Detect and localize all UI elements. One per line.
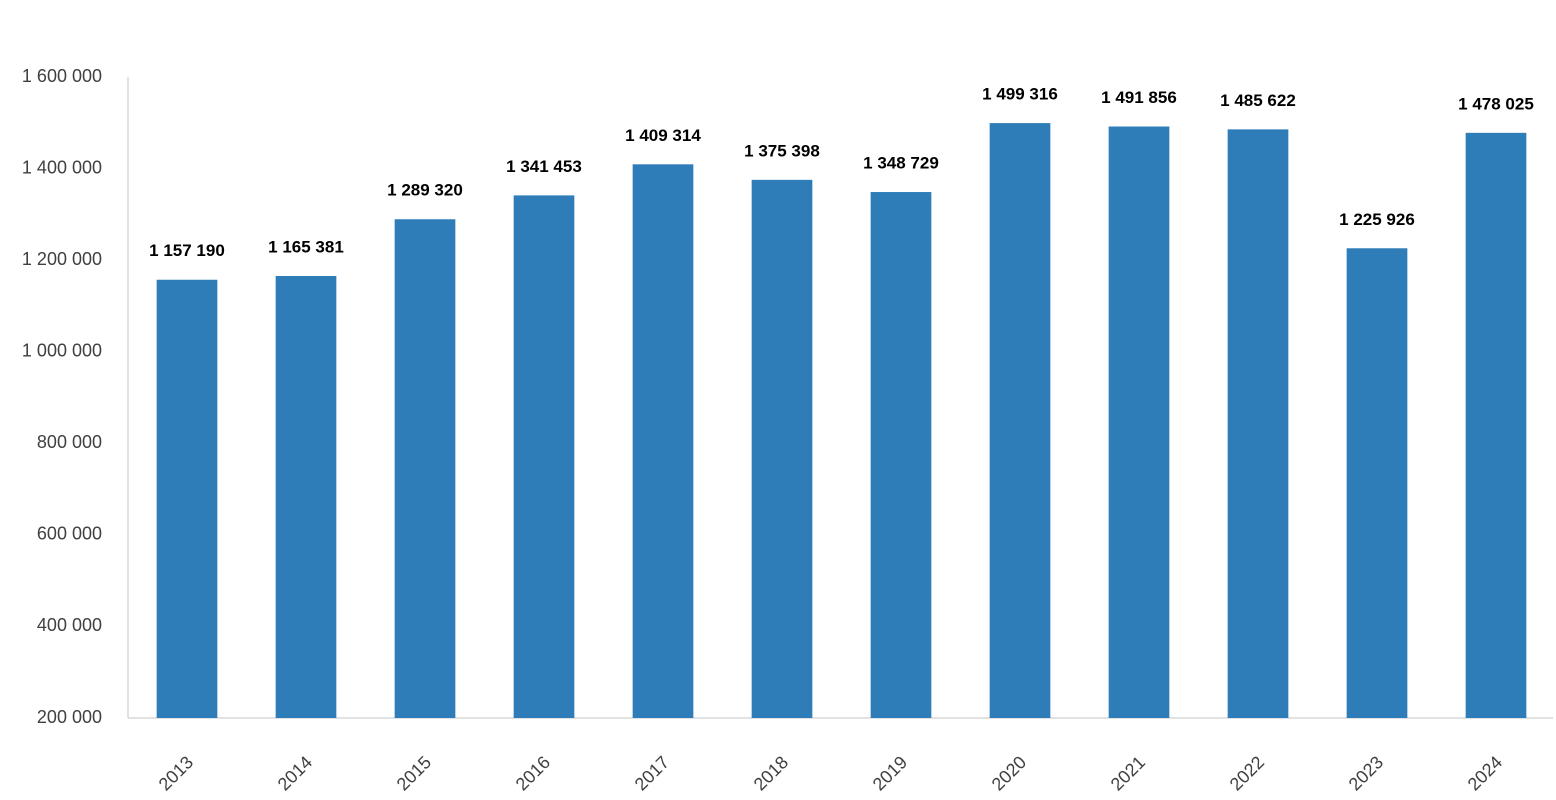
y-tick-label: 800 000 [37,432,102,452]
value-label: 1 499 316 [982,85,1058,104]
value-label: 1 375 398 [744,141,820,160]
bar [394,219,456,718]
value-label: 1 225 926 [1339,210,1415,229]
value-label: 1 491 856 [1101,88,1177,107]
x-tick-label: 2023 [1345,752,1387,794]
x-tick-label: 2017 [631,752,673,794]
value-label: 1 289 320 [387,181,463,200]
x-tick-label: 2022 [1226,752,1268,794]
bar [870,192,932,719]
bar [751,179,813,718]
value-label: 1 165 381 [268,237,344,256]
x-tick-label: 2016 [512,752,554,794]
x-tick-label: 2024 [1464,752,1506,794]
bar [1346,248,1408,718]
value-label: 1 348 729 [863,154,939,173]
y-tick-label: 1 600 000 [22,66,102,86]
bar [632,164,694,718]
x-tick-label: 2013 [155,752,197,794]
bar [275,275,337,718]
x-tick-label: 2014 [274,752,316,794]
y-tick-label: 1 000 000 [22,340,102,360]
bar [513,195,575,719]
value-label: 1 341 453 [506,157,582,176]
y-tick-label: 1 200 000 [22,249,102,269]
y-tick-label: 600 000 [37,524,102,544]
value-label: 1 157 190 [149,241,225,260]
value-label: 1 409 314 [625,126,701,145]
y-tick-label: 1 400 000 [22,157,102,177]
x-tick-label: 2019 [869,752,911,794]
bar [1108,126,1170,718]
value-label: 1 478 025 [1458,94,1534,113]
bar [156,279,218,718]
bar [1227,129,1289,719]
x-tick-label: 2018 [750,752,792,794]
bar [989,123,1051,719]
x-tick-label: 2015 [393,752,435,794]
y-tick-label: 400 000 [37,615,102,635]
value-label: 1 485 622 [1220,91,1296,110]
x-tick-label: 2020 [988,752,1030,794]
x-tick-label: 2021 [1107,752,1149,794]
bar [1465,132,1527,719]
y-tick-label: 200 000 [37,707,102,727]
